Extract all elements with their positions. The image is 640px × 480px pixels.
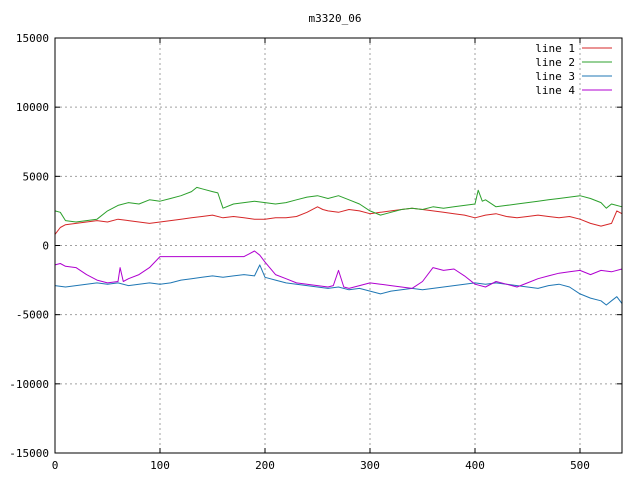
x-tick-label: 400 <box>465 459 485 472</box>
y-tick-label: 5000 <box>23 170 50 183</box>
series-line-4 <box>54 250 623 289</box>
series-line-3 <box>54 264 623 306</box>
x-tick-label: 300 <box>360 459 380 472</box>
series-lines <box>54 186 623 306</box>
x-tick-label: 100 <box>150 459 170 472</box>
y-tick-label: -10000 <box>9 378 49 391</box>
chart-title: m3320_06 <box>309 12 362 25</box>
y-tick-label: -15000 <box>9 447 49 460</box>
x-tick-label: 0 <box>52 459 59 472</box>
x-tick-label: 200 <box>255 459 275 472</box>
x-tick-label: 500 <box>570 459 590 472</box>
axis-ticks: 0 100 200 300 400 500 -15000 -10000 -5000 0 5000 10… <box>9 32 622 472</box>
y-tick-label: 10000 <box>16 101 49 114</box>
y-tick-label: 15000 <box>16 32 49 45</box>
legend-label: line 3 <box>535 70 575 83</box>
series-line-1 <box>54 206 623 235</box>
grid <box>55 38 622 453</box>
y-tick-label: 0 <box>42 240 49 253</box>
legend-label: line 2 <box>535 56 575 69</box>
series-line-2 <box>54 186 623 223</box>
legend-label: line 1 <box>535 42 575 55</box>
y-tick-label: -5000 <box>16 309 49 322</box>
legend-label: line 4 <box>535 84 575 97</box>
